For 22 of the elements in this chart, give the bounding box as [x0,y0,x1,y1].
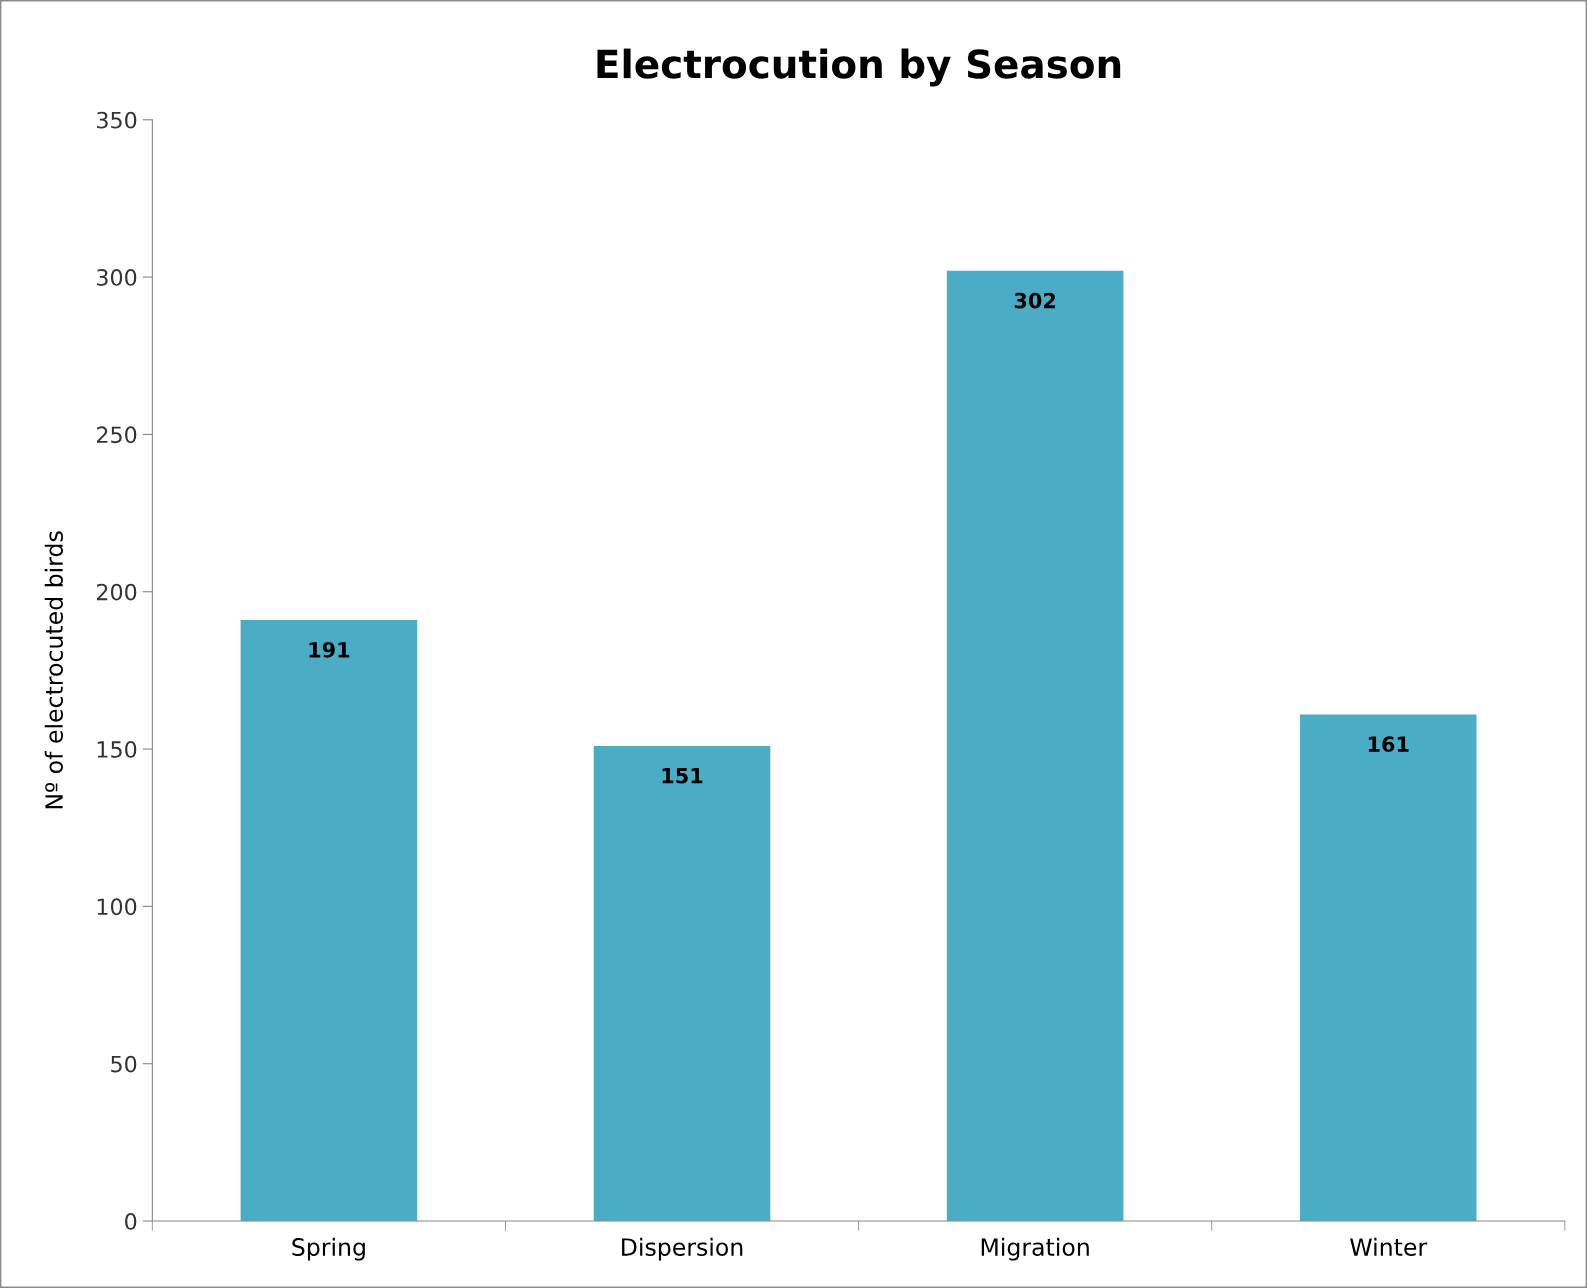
y-tick-label: 150 [97,741,137,758]
data-label: 302 [1014,292,1056,309]
bar [593,745,771,1222]
y-tick-label: 50 [111,1055,137,1073]
bar [946,270,1124,1222]
bar [240,620,418,1222]
x-tick-label: Migration [981,1237,1089,1261]
y-tick-label: 250 [96,426,137,444]
y-tick-label: 300 [97,269,137,286]
x-tick-label: Spring [292,1237,365,1261]
y-tick-label: 100 [97,898,137,916]
y-tick-label: 200 [96,583,137,601]
data-label: 191 [309,641,350,658]
x-tick-label: Winter [1350,1237,1428,1256]
y-axis-title: Nº of electrocuted birds [44,531,63,809]
data-label: 161 [1368,736,1409,753]
chart-title: Electrocution by Season [597,48,1121,87]
bar [1299,714,1477,1222]
y-tick-label: 350 [97,111,137,129]
y-tick-label: 0 [125,1212,137,1230]
data-label: 151 [662,768,703,784]
x-tick-label: Dispersion [622,1237,743,1261]
